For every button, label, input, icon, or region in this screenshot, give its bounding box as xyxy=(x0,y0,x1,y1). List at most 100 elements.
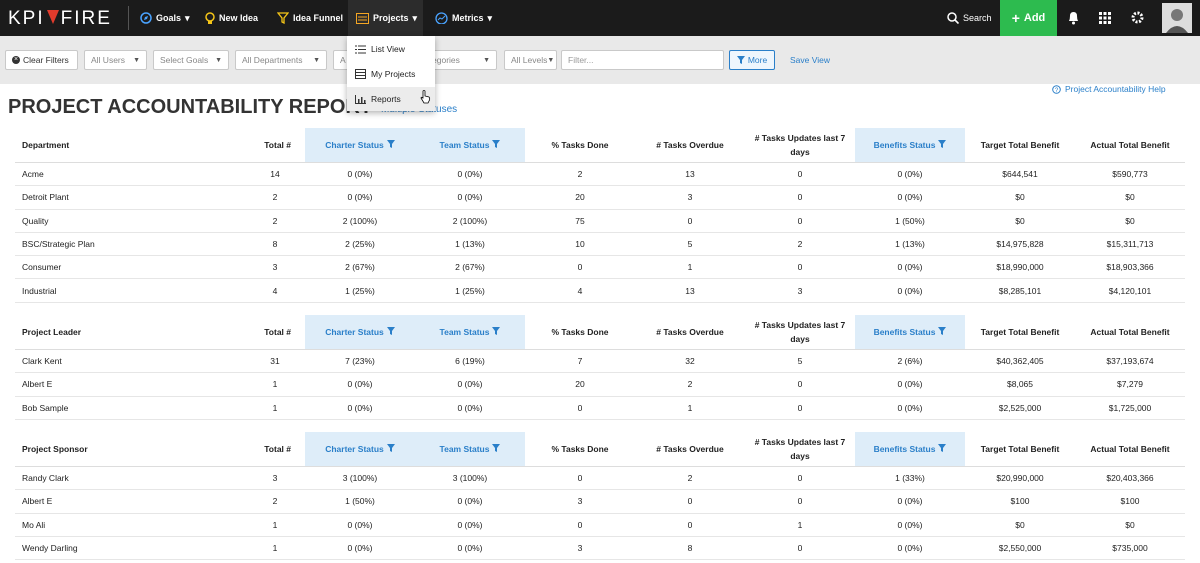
help-link[interactable]: ? Project Accountability Help xyxy=(1052,84,1166,94)
nav-item[interactable]: Idea Funnel xyxy=(277,0,343,36)
column-header: Actual Total Benefit xyxy=(1075,432,1185,467)
cell: BSC/Strategic Plan xyxy=(15,232,245,257)
cell: 0 (0%) xyxy=(415,489,525,514)
header-label: Target Total Benefit xyxy=(980,444,1060,454)
header-label: Team Status xyxy=(439,444,490,454)
report-table: Department Total # Charter Status Team Stat… xyxy=(15,128,1185,303)
cell: 13 xyxy=(635,162,745,187)
filter-select[interactable]: All Departments ▼ xyxy=(235,50,327,70)
cell: 0 (0%) xyxy=(855,162,965,187)
settings-icon[interactable] xyxy=(1131,11,1144,24)
header-label: # Tasks Overdue xyxy=(656,140,724,150)
cell: Consumer xyxy=(15,255,245,280)
column-header: % Tasks Done xyxy=(525,432,635,467)
header-label: Benefits Status xyxy=(873,327,936,337)
cell: 0 xyxy=(745,185,855,210)
header-label: % Tasks Done xyxy=(551,327,609,337)
column-header[interactable]: Charter Status xyxy=(305,315,415,350)
cell: Clark Kent xyxy=(15,349,245,374)
add-button[interactable]: + Add xyxy=(1000,0,1057,36)
nav-item[interactable]: Metrics ▾ xyxy=(435,0,492,36)
filter-icon xyxy=(492,327,501,337)
select-label: A xyxy=(340,55,346,65)
logo[interactable]: KPI FIRE xyxy=(8,8,112,30)
cell: 0 xyxy=(635,513,745,537)
icon xyxy=(277,12,289,24)
column-header: Total # xyxy=(245,315,305,350)
header-label: Target Total Benefit xyxy=(980,140,1060,150)
nav-item[interactable]: New Idea xyxy=(205,0,258,36)
header-label: Total # xyxy=(264,327,291,337)
dropdown-item[interactable]: List View xyxy=(347,37,435,61)
cell: 3 xyxy=(745,278,855,303)
clear-filters-button[interactable]: × Clear Filters xyxy=(5,50,78,70)
column-header: % Tasks Done xyxy=(525,128,635,163)
column-header[interactable]: Benefits Status xyxy=(855,432,965,467)
save-view-link[interactable]: Save View xyxy=(790,55,831,65)
header-label: Charter Status xyxy=(325,327,384,337)
cell: 2 (100%) xyxy=(305,209,415,233)
cell: 2 (25%) xyxy=(305,232,415,257)
nav-label: New Idea xyxy=(219,13,259,23)
nav-item-active[interactable]: Projects ▾ xyxy=(348,0,423,36)
icon xyxy=(205,11,215,24)
cell: 3 xyxy=(635,185,745,210)
icon xyxy=(947,12,959,24)
column-header: % Tasks Done xyxy=(525,315,635,350)
column-header[interactable]: Benefits Status xyxy=(855,128,965,163)
header-label: # Tasks Updates last 7 days xyxy=(754,320,846,344)
projects-dropdown: List View My Projects Reports xyxy=(347,36,435,111)
filter-input[interactable]: Filter... xyxy=(561,50,724,70)
header-label: Project Sponsor xyxy=(22,444,88,454)
cell: 3 xyxy=(245,255,305,280)
column-header: Target Total Benefit xyxy=(965,432,1075,467)
header-label: Total # xyxy=(264,140,291,150)
header-label: Target Total Benefit xyxy=(980,327,1060,337)
column-header[interactable]: Charter Status xyxy=(305,128,415,163)
cell: 0 xyxy=(745,489,855,514)
dropdown-item[interactable]: My Projects xyxy=(347,62,435,86)
filter-select[interactable]: All Levels ▼ xyxy=(504,50,557,70)
clear-icon: × xyxy=(12,56,20,64)
data-row: Acme 14 0 (0%) 0 (0%) 2 13 0 0 (0%) $644,541 $590… xyxy=(15,162,1185,187)
filter-select[interactable]: All Users ▼ xyxy=(84,50,147,70)
divider xyxy=(128,6,129,30)
filter-icon xyxy=(492,140,501,150)
cell: 1 xyxy=(245,396,305,420)
apps-icon[interactable] xyxy=(1099,12,1111,24)
cell: 0 (0%) xyxy=(415,536,525,561)
column-header: Project Leader xyxy=(15,315,245,350)
cell: 0 (0%) xyxy=(855,489,965,514)
column-header[interactable]: Team Status xyxy=(415,432,525,467)
cell: 0 (0%) xyxy=(855,185,965,210)
column-header[interactable]: Team Status xyxy=(415,315,525,350)
dropdown-item[interactable]: Reports xyxy=(347,87,435,111)
cell: 0 (0%) xyxy=(305,536,415,561)
filter-select[interactable]: Select Goals ▼ xyxy=(153,50,229,70)
cell: $590,773 xyxy=(1075,162,1185,187)
report-table: Project Sponsor Total # Charter Status Team… xyxy=(15,432,1185,561)
cell: 1 (33%) xyxy=(855,466,965,491)
cell: 0 xyxy=(745,372,855,397)
caret: ▼ xyxy=(483,56,490,64)
cell: 0 (0%) xyxy=(415,513,525,537)
column-header[interactable]: Charter Status xyxy=(305,432,415,467)
cell: 5 xyxy=(745,349,855,374)
more-button[interactable]: More xyxy=(729,50,775,70)
bell-icon[interactable] xyxy=(1067,10,1080,25)
header-label: # Tasks Overdue xyxy=(656,444,724,454)
button-label: More xyxy=(747,55,768,65)
avatar[interactable] xyxy=(1162,3,1192,33)
cell: 3 (100%) xyxy=(305,466,415,491)
cell: 2 xyxy=(245,489,305,514)
header-label: Team Status xyxy=(439,327,490,337)
search[interactable]: Search xyxy=(947,0,992,36)
column-header[interactable]: Team Status xyxy=(415,128,525,163)
select-label: All Users xyxy=(91,55,126,65)
cell: 0 (0%) xyxy=(415,185,525,210)
cell: 2 xyxy=(245,185,305,210)
cell: 0 (0%) xyxy=(855,536,965,561)
top-nav: KPI FIRE Goals ▾ New Idea Idea Funnel Proj… xyxy=(0,0,1200,36)
column-header[interactable]: Benefits Status xyxy=(855,315,965,350)
nav-item[interactable]: Goals ▾ xyxy=(140,0,190,36)
